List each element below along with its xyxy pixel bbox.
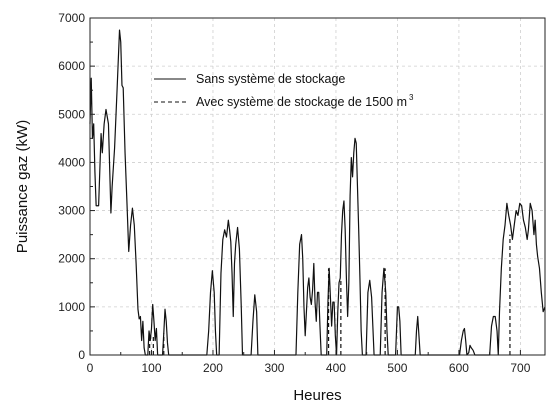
x-tick-label: 300 [264, 361, 284, 375]
x-tick-label: 100 [141, 361, 161, 375]
legend: Sans système de stockage Avec système de… [154, 72, 414, 109]
axis-ticks: 0 100 200 300 400 500 600 700010002000300040005… [58, 11, 530, 375]
y-tick-label: 4000 [58, 155, 85, 169]
y-tick-label: 7000 [58, 11, 85, 25]
legend-entry-solid: Sans système de stockage [196, 72, 345, 86]
y-axis-title: Puissance gaz (kW) [14, 120, 31, 253]
x-tick-label: 500 [387, 361, 407, 375]
x-tick-label: 200 [203, 361, 223, 375]
y-tick-label: 3000 [58, 204, 85, 218]
x-tick-label: 600 [449, 361, 469, 375]
y-tick-label: 5000 [58, 107, 85, 121]
y-tick-label: 2000 [58, 252, 85, 266]
legend-entry-dashed-label: Avec système de stockage de 1500 m [196, 95, 407, 109]
grid-lines [90, 18, 545, 355]
series-line-dashed [149, 234, 511, 355]
y-tick-label: 0 [78, 348, 85, 362]
x-axis-title: Heures [293, 387, 341, 404]
x-tick-label: 0 [87, 361, 94, 375]
x-tick-label: 700 [510, 361, 530, 375]
y-tick-label: 1000 [58, 300, 85, 314]
y-tick-label: 6000 [58, 59, 85, 73]
legend-entry-dashed-superscript: 3 [409, 93, 414, 102]
x-tick-label: 400 [326, 361, 346, 375]
